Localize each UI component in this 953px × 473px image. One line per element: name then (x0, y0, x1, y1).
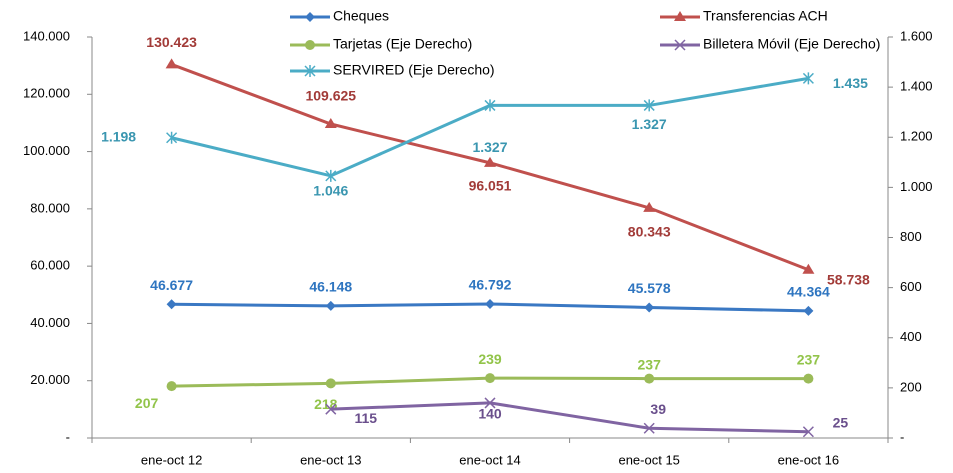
y2-tick-label: 1.200 (900, 129, 933, 144)
y2-tick-label: 1.000 (900, 179, 933, 194)
legend-label: Billetera Móvil (Eje Derecho) (703, 36, 880, 52)
point (484, 397, 496, 409)
x-tick-label: ene-oct 14 (459, 452, 520, 467)
point (803, 373, 814, 384)
y2-tick-label: 1.400 (900, 79, 933, 94)
data-label: 58.738 (827, 271, 870, 287)
point (802, 72, 814, 85)
y2-tick-label: 200 (900, 379, 922, 394)
x-tick-label: ene-oct 15 (618, 452, 679, 467)
point (485, 373, 495, 384)
legend-marker (305, 12, 315, 22)
data-label: 115 (355, 410, 378, 426)
y2-tick-label: 1.600 (900, 28, 933, 43)
data-label: 25 (833, 414, 849, 430)
x-tick-label: ene-oct 13 (300, 452, 361, 467)
point (165, 58, 178, 69)
legend-marker (674, 11, 686, 21)
point (643, 201, 656, 212)
legend-label: Transferencias ACH (703, 8, 828, 24)
y-tick-label: 80.000 (30, 200, 70, 215)
point (325, 403, 337, 415)
data-label: 96.051 (469, 178, 512, 194)
y-tick-label: 100.000 (23, 143, 70, 158)
data-label: 46.677 (150, 277, 193, 293)
data-label: 130.423 (146, 34, 197, 50)
data-label: 1.327 (472, 139, 507, 155)
point (643, 99, 655, 112)
data-label: 1.198 (101, 128, 136, 144)
point (166, 299, 177, 310)
point (324, 118, 337, 129)
point (802, 263, 815, 274)
data-label: 44.364 (787, 284, 830, 300)
x-tick-label: ene-oct 12 (141, 452, 202, 467)
point (325, 300, 336, 311)
data-label: 239 (478, 351, 502, 367)
x-tick-label: ene-oct 16 (778, 452, 839, 467)
y2-tick-label: 600 (900, 279, 922, 294)
point (166, 381, 177, 392)
series-line (330, 401, 809, 434)
data-label: 1.435 (833, 75, 868, 91)
y-tick-label: 40.000 (30, 315, 70, 330)
y2-tick-label: - (900, 429, 904, 444)
point (166, 131, 178, 144)
data-label: 80.343 (628, 224, 671, 240)
point (484, 99, 496, 112)
data-label: 46.148 (309, 279, 352, 295)
data-label: 140 (478, 406, 502, 422)
data-label: 207 (135, 395, 159, 411)
data-label: 46.792 (469, 277, 512, 293)
data-label: 1.046 (313, 183, 348, 199)
data-label: 45.578 (628, 280, 671, 296)
point (485, 298, 495, 309)
point (484, 156, 496, 167)
point (643, 422, 655, 434)
point (644, 302, 655, 313)
point (325, 169, 337, 182)
y2-tick-label: 400 (900, 329, 922, 344)
y2-tick-label: 800 (900, 229, 922, 244)
point (325, 378, 336, 389)
point (802, 426, 814, 438)
y-tick-label: 140.000 (23, 28, 70, 43)
legend-marker (305, 40, 315, 50)
y-tick-label: 60.000 (30, 258, 70, 273)
legend-label: SERVIRED (Eje Derecho) (333, 62, 495, 78)
y-tick-label: 120.000 (23, 86, 70, 101)
legend-marker (304, 65, 316, 77)
legend-marker (674, 39, 686, 51)
legend-label: Cheques (333, 8, 389, 24)
data-label: 39 (650, 401, 666, 417)
data-label: 237 (797, 351, 821, 367)
legend-label: Tarjetas (Eje Derecho) (333, 36, 472, 52)
data-label: 109.625 (305, 88, 356, 104)
y-tick-label: - (66, 429, 70, 444)
data-label: 1.327 (632, 116, 667, 132)
y-tick-label: 20.000 (30, 372, 70, 387)
point (644, 373, 655, 384)
data-label: 237 (638, 356, 662, 372)
point (803, 305, 814, 316)
